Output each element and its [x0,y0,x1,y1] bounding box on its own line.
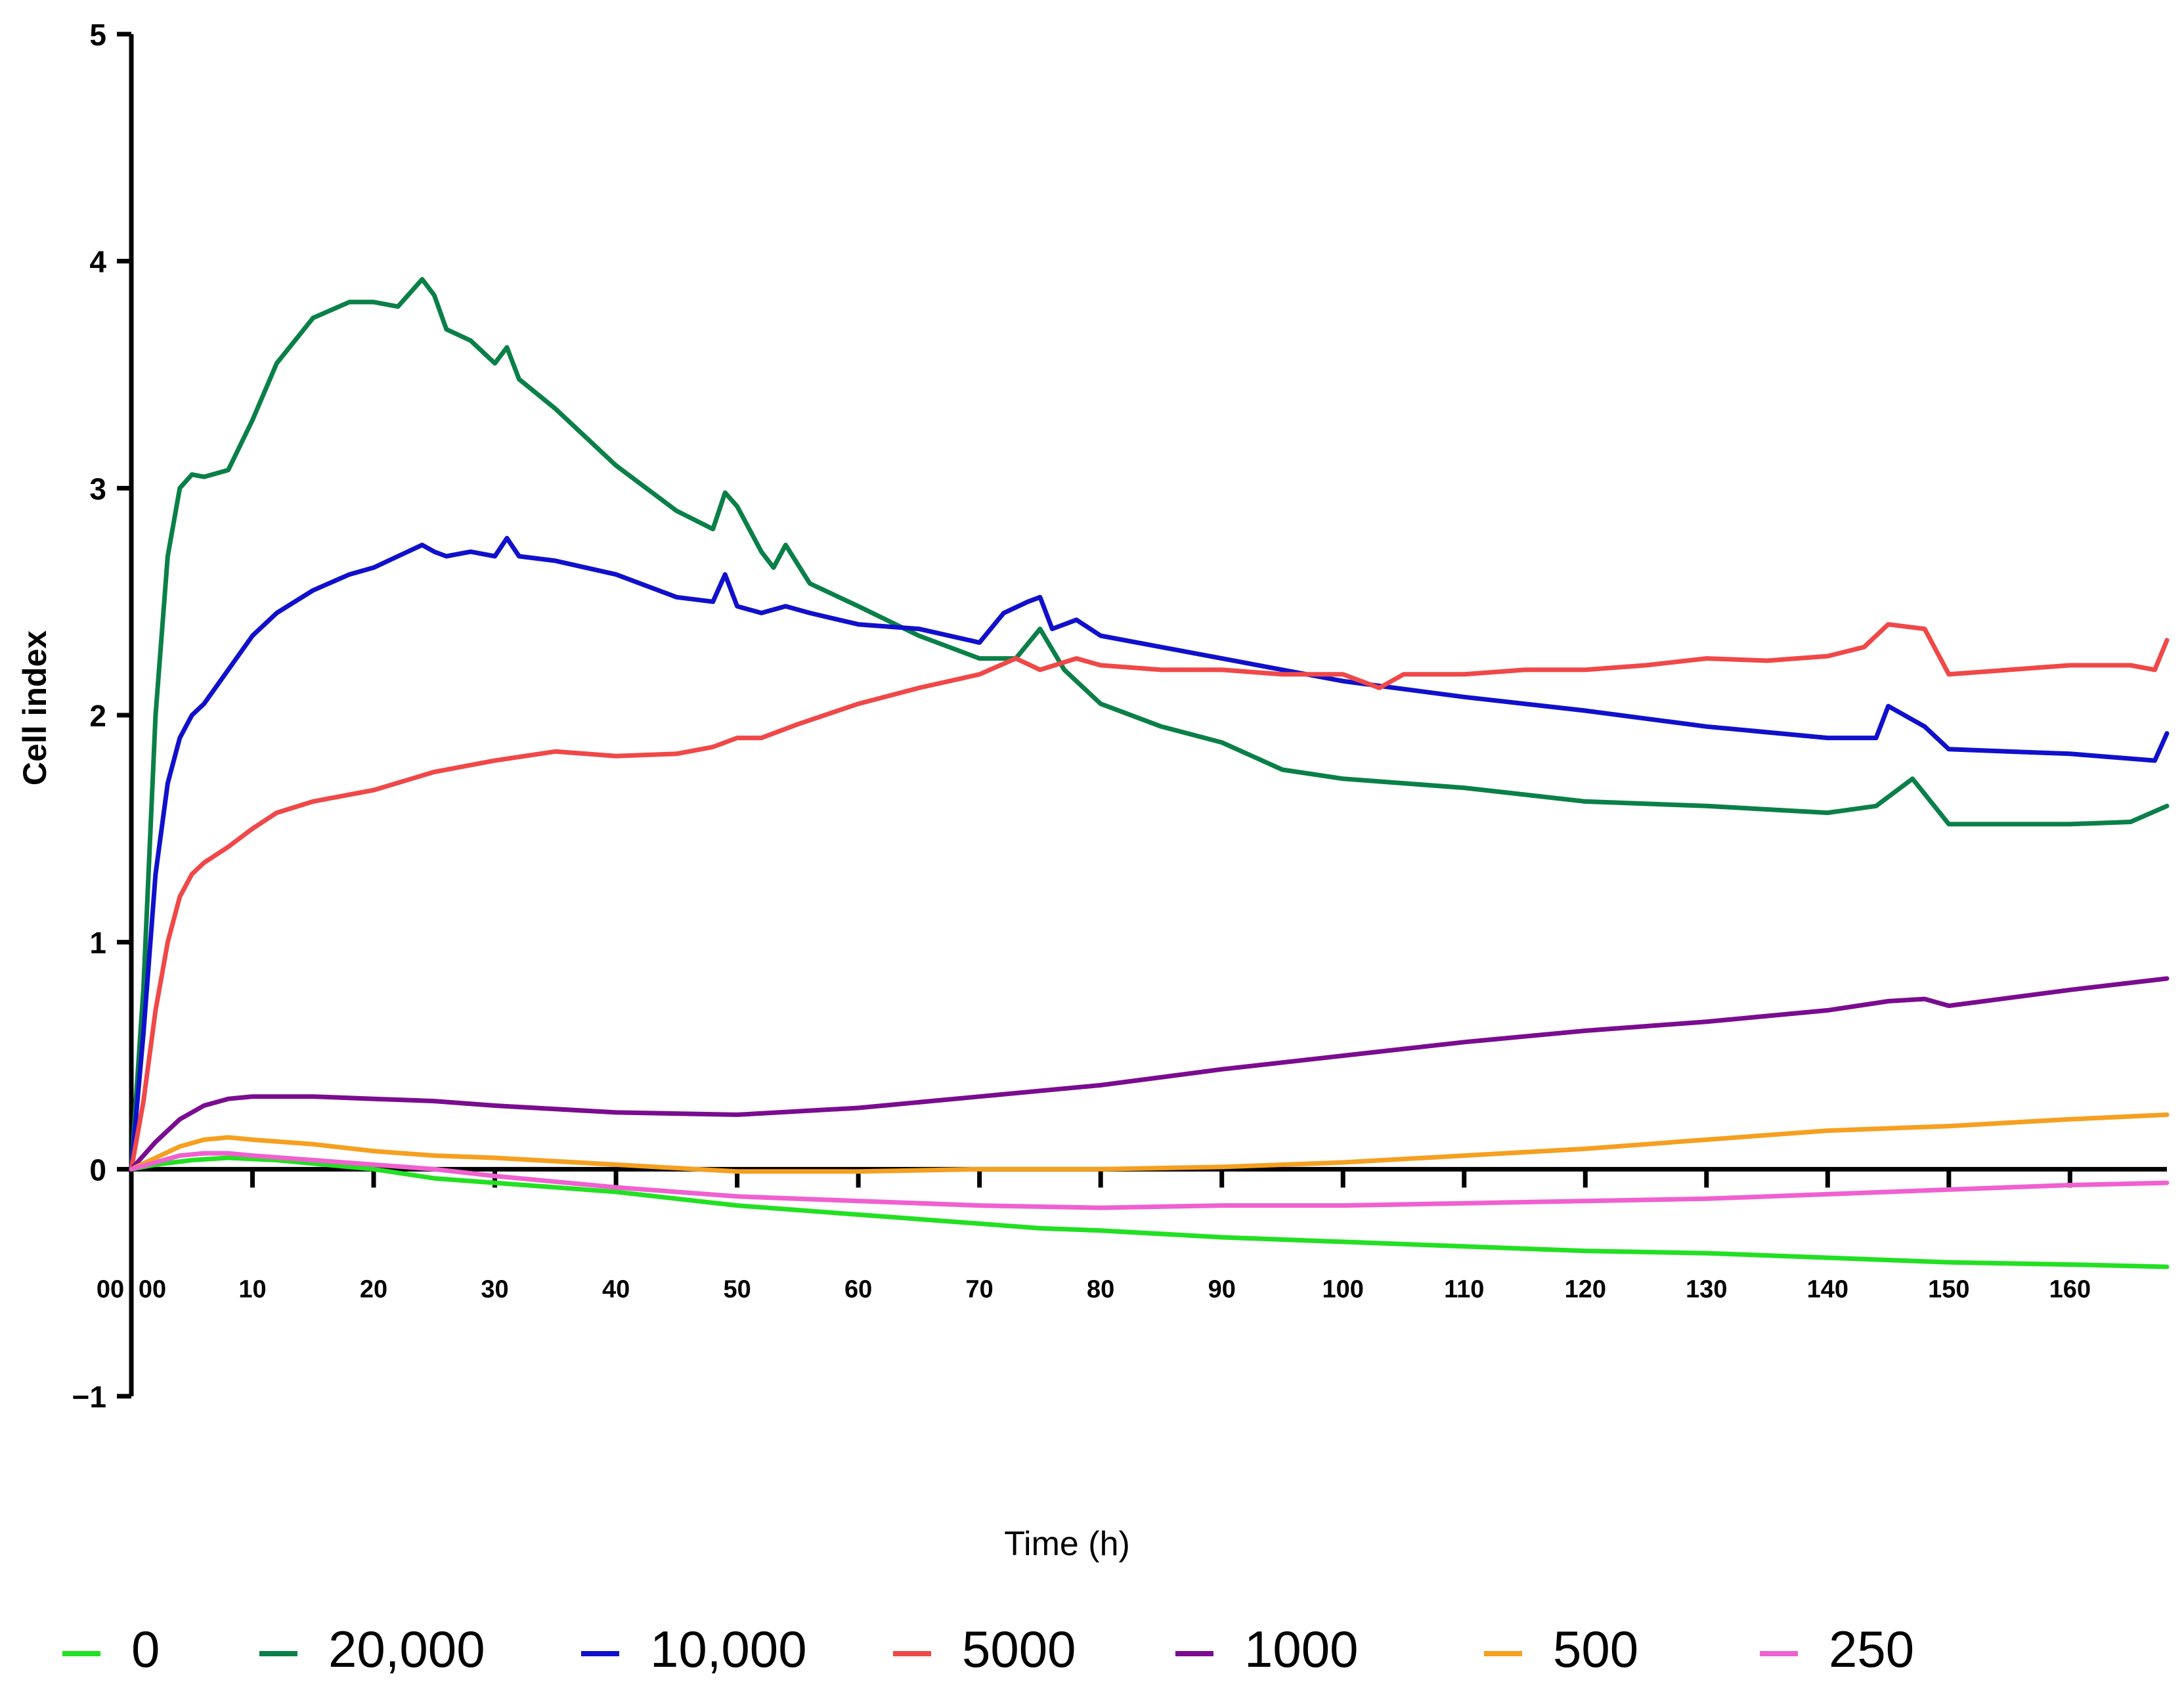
y-tick-label: 2 [89,699,106,733]
y-tick-label: 1 [89,926,106,960]
x-tick-label: 00 [97,1275,124,1303]
y-tick-label: 3 [89,472,106,506]
series-line-500 [129,1112,2170,1174]
legend-label-500: 500 [1553,1620,1638,1678]
x-tick-label: 60 [844,1275,872,1303]
legend-label-10000: 10,000 [650,1620,807,1678]
x-tick-label: 50 [723,1275,751,1303]
legend-label-5000: 5000 [962,1620,1076,1678]
x-tick-label: 150 [1928,1275,1969,1303]
x-tick-label: 90 [1208,1275,1236,1303]
series-lines [129,276,2170,1269]
x-tick-label: 20 [360,1275,387,1303]
x-axis: 00 00 10 20 30 40 50 60 70 80 90 100 110 120 130 140 150… [97,1166,2167,1303]
y-axis: 5 4 3 2 1 0 −1 [72,18,134,1414]
x-tick-label: 120 [1565,1275,1606,1303]
x-tick-label: 110 [1444,1275,1484,1303]
x-tick-label: 00 [139,1275,166,1303]
series-line-0 [129,1155,2170,1269]
series-line-250 [129,1151,2170,1210]
x-tick-label: 30 [481,1275,508,1303]
series-line-5000 [129,622,2170,1172]
x-tick-label: 70 [966,1275,994,1303]
y-axis-title: Cell index [16,630,53,785]
legend: 0 20,000 10,000 5000 1000 500 250 [62,1620,1914,1678]
x-axis-title: Time (h) [1004,1525,1130,1563]
x-tick-label: 130 [1686,1275,1727,1303]
x-tick-label: 140 [1807,1275,1848,1303]
y-tick-label: 0 [89,1153,106,1187]
x-tick-label: 80 [1087,1275,1114,1303]
series-line-1000 [129,976,2170,1172]
legend-label-1000: 1000 [1244,1620,1359,1678]
legend-label-250: 250 [1829,1620,1914,1678]
y-tick-label: 5 [89,18,106,52]
x-tick-label: 160 [2049,1275,2091,1303]
legend-label-0: 0 [131,1620,160,1678]
x-tick-label: 10 [238,1275,266,1303]
x-tick-label: 40 [602,1275,630,1303]
legend-label-20000: 20,000 [328,1620,485,1678]
series-line-20000 [129,276,2170,1172]
series-line-10000 [129,535,2170,1172]
y-tick-label: −1 [72,1380,106,1414]
x-tick-label: 100 [1322,1275,1364,1303]
y-tick-label: 4 [89,245,106,279]
